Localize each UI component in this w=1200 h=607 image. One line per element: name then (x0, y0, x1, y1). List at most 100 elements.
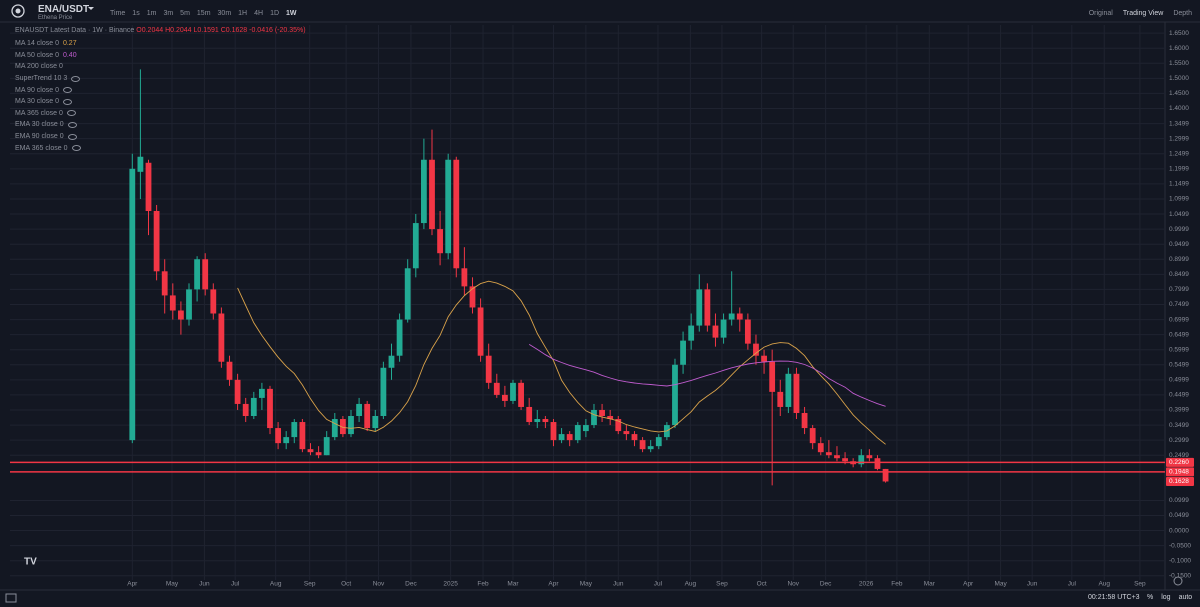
candle-body (169, 295, 176, 311)
price-tag (1166, 467, 1194, 477)
interval-button[interactable]: 30m (217, 10, 232, 17)
y-tick-label: 1.4500 (1169, 90, 1189, 97)
candle-body (194, 259, 201, 290)
candle-body (315, 452, 322, 456)
candle-body (161, 271, 168, 296)
indicator-name[interactable]: MA 365 close 0 (15, 109, 63, 117)
y-tick-label: 0.0999 (1169, 497, 1189, 504)
candle-body (299, 422, 306, 450)
x-tick-label: Apr (963, 581, 974, 588)
eye-icon[interactable] (62, 98, 72, 105)
interval-button[interactable]: 1W (286, 10, 297, 17)
candle-body (469, 286, 476, 308)
x-tick-label: Aug (1098, 581, 1110, 588)
indicator-name[interactable]: MA 50 close 0 (15, 51, 59, 59)
eye-icon[interactable] (71, 75, 81, 82)
interval-button[interactable]: 5m (180, 10, 190, 17)
view-button[interactable]: Original (1088, 10, 1113, 17)
candle-body (882, 468, 889, 482)
x-tick-label: Aug (270, 581, 282, 588)
indicator-name[interactable]: SuperTrend 10 3 (15, 75, 68, 83)
candle-body (672, 364, 678, 426)
interval-button[interactable]: 4H (254, 10, 264, 17)
symbol-dropdown[interactable] (88, 7, 94, 10)
indicator-name[interactable]: MA 30 close 0 (15, 98, 59, 106)
eye-icon[interactable] (67, 121, 77, 128)
y-tick-label: 0.7999 (1169, 286, 1189, 293)
candle-body (339, 419, 346, 435)
symbol[interactable]: ENA/USDT (38, 4, 90, 15)
candle-body (753, 343, 759, 356)
candle-body (153, 211, 160, 272)
indicator-name[interactable]: MA 14 close 0 (15, 40, 59, 48)
eye-icon[interactable] (71, 145, 81, 152)
candle-body (834, 455, 840, 459)
y-tick-label: 1.4000 (1169, 105, 1189, 112)
candle-body (688, 325, 695, 341)
candle-body (437, 229, 443, 254)
interval-button[interactable]: 1s (132, 10, 140, 17)
candle-body (429, 159, 435, 230)
candle-body (137, 156, 144, 172)
footer-buttons: % log auto (1147, 594, 1192, 601)
y-tick-label: 0.0000 (1169, 527, 1189, 534)
y-tick-label: 0.6499 (1169, 331, 1189, 338)
interval-button[interactable]: 1D (270, 10, 280, 17)
calendar-icon[interactable] (5, 593, 17, 603)
x-tick-label: Nov (373, 581, 385, 588)
footer-button[interactable]: auto (1178, 594, 1193, 601)
x-tick-label: Aug (685, 581, 697, 588)
legend-title-text: ENAUSDT Latest Data · 1W · Binance (15, 27, 135, 34)
candle-body (356, 403, 362, 417)
candle-body (145, 162, 152, 212)
settings-icon[interactable] (1173, 576, 1183, 586)
y-tick-label: 1.0499 (1169, 211, 1189, 218)
candle-body (542, 419, 549, 423)
indicator-name[interactable]: MA 200 close 0 (15, 63, 63, 71)
candle-body (388, 355, 395, 368)
candle-body (178, 310, 184, 320)
x-tick-label: Dec (820, 581, 832, 588)
candle-body (380, 367, 387, 417)
ohlc: O0.2044 H0.2044 L0.1591 C0.1628 -0.0416 … (136, 27, 306, 34)
interval-button[interactable]: 15m (196, 10, 211, 17)
candle-body (582, 425, 589, 432)
x-tick-label: Apr (548, 581, 559, 588)
view-button[interactable]: Depth (1173, 10, 1192, 17)
interval-button[interactable]: 1m (146, 10, 157, 17)
y-tick-label: 0.8499 (1169, 271, 1189, 278)
candle-body (348, 416, 354, 435)
candle-body (307, 449, 314, 453)
candle-body (680, 340, 686, 365)
y-tick-label: 1.0999 (1169, 196, 1189, 203)
candle-body (477, 307, 484, 356)
x-tick-label: Jun (1027, 581, 1038, 588)
candle-body (744, 319, 751, 344)
eye-icon[interactable] (62, 87, 72, 94)
footer-button[interactable]: log (1161, 594, 1171, 601)
x-tick-label: Jul (654, 581, 663, 588)
x-tick-label: Apr (127, 581, 138, 588)
eye-icon[interactable] (66, 110, 76, 117)
x-tick-label: Jun (199, 581, 210, 588)
footer-button[interactable]: % (1147, 594, 1154, 601)
interval-button[interactable]: Time (110, 10, 126, 17)
candle-body (793, 373, 800, 413)
interval-button[interactable]: 3m (163, 10, 174, 17)
y-tick-label: 0.0499 (1169, 512, 1189, 519)
candle-body (202, 259, 209, 290)
candle-body (485, 355, 492, 383)
candle-body (769, 361, 776, 392)
y-tick-label: 0.4999 (1169, 377, 1189, 384)
indicator-name[interactable]: EMA 365 close 0 (15, 144, 68, 152)
candle-body (777, 391, 784, 407)
eye-icon[interactable] (67, 133, 77, 140)
indicator-name[interactable]: EMA 30 close 0 (15, 121, 64, 129)
indicator-name[interactable]: EMA 90 close 0 (15, 133, 64, 141)
interval-button[interactable]: 1H (238, 10, 248, 17)
view-button[interactable]: Trading View (1122, 10, 1164, 17)
indicator-name[interactable]: MA 90 close 0 (15, 86, 59, 94)
candle-body (607, 416, 614, 420)
y-tick-label: 1.2999 (1169, 135, 1189, 142)
